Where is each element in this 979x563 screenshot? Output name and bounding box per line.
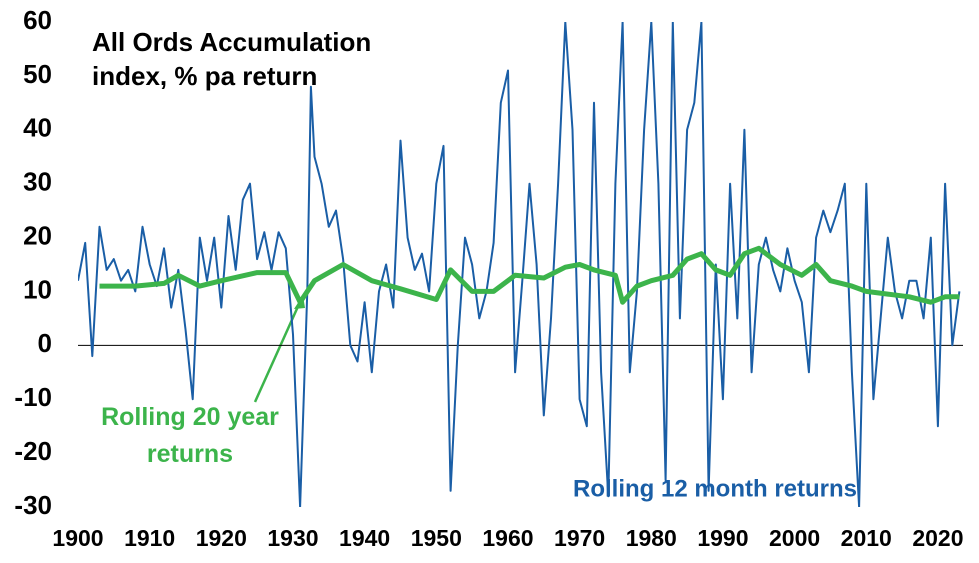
y-tick-label: 10: [23, 274, 52, 304]
x-tick-label: 2010: [841, 525, 892, 551]
x-tick-label: 1980: [626, 525, 677, 551]
x-tick-label: 1910: [124, 525, 175, 551]
chart-title: index, % pa return: [92, 61, 317, 91]
y-tick-label: 20: [23, 220, 52, 250]
plot-area: [78, 22, 961, 507]
x-tick-label: 1940: [339, 525, 390, 551]
x-tick-label: 1930: [267, 525, 318, 551]
x-tick-label: 1970: [554, 525, 605, 551]
line-series: [78, 22, 961, 507]
line-series: [99, 245, 960, 305]
y-tick-label: 30: [23, 167, 52, 197]
y-tick-label: 40: [23, 113, 52, 143]
series-label: Rolling 20 year returns: [101, 403, 279, 468]
x-tick-label: 1950: [411, 525, 462, 551]
x-tick-label: 1990: [697, 525, 748, 551]
chart-title: All Ords Accumulation: [92, 27, 371, 57]
series-label: Rolling 12 month returns: [573, 475, 857, 502]
y-tick-label: -10: [14, 382, 52, 412]
y-tick-label: 50: [23, 59, 52, 89]
x-tick-label: 2000: [769, 525, 820, 551]
x-tick-label: 1900: [52, 525, 103, 551]
x-tick-label: 1960: [482, 525, 533, 551]
x-tick-label: 1920: [196, 525, 247, 551]
y-tick-label: -30: [14, 490, 52, 520]
x-tick-label: 2020: [912, 525, 963, 551]
y-tick-label: -20: [14, 436, 52, 466]
y-tick-label: 60: [23, 5, 52, 35]
y-tick-label: 0: [38, 328, 52, 358]
